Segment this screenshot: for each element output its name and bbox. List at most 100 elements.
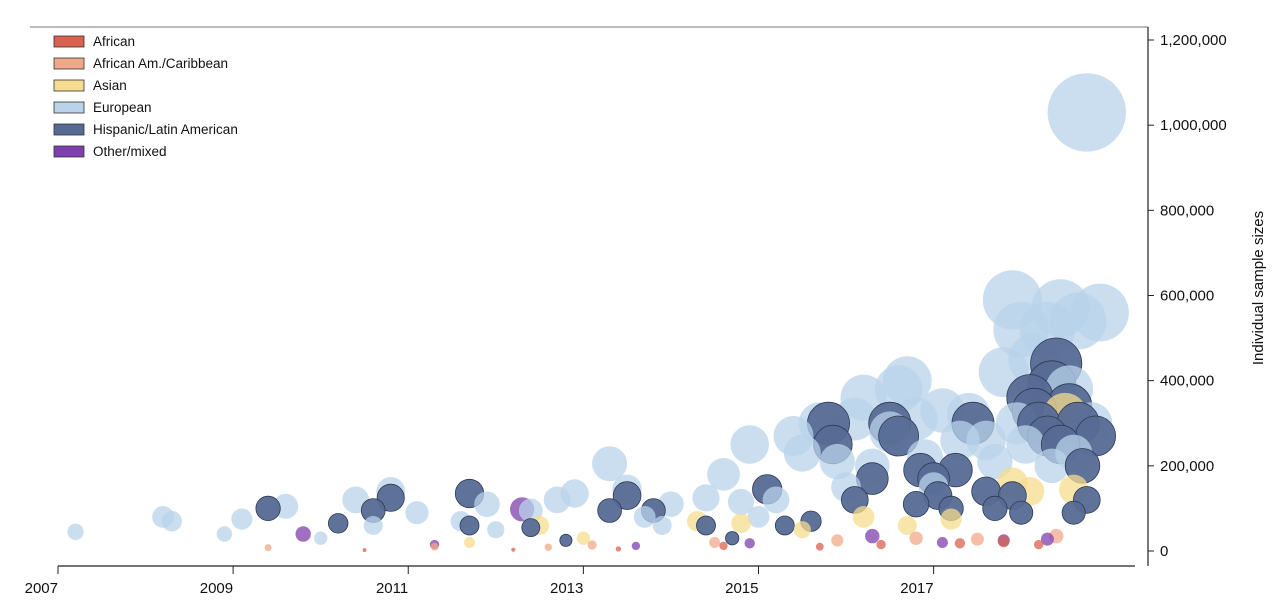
data-point-african-am-caribbean-2: [587, 540, 597, 550]
data-point-european-19: [692, 484, 720, 512]
data-point-african-am-caribbean-6: [970, 532, 984, 546]
data-point-hispanic-latin-american-8: [612, 481, 642, 510]
data-point-hispanic-latin-american-0: [255, 495, 281, 521]
data-point-asian-3: [852, 506, 875, 528]
x-tick-label: 2009: [200, 580, 233, 597]
data-point-hispanic-latin-american-12: [774, 515, 795, 536]
legend-swatch: [53, 79, 85, 92]
y-tick-label: 600,000: [1160, 288, 1214, 305]
data-point-other-mixed-3: [631, 541, 641, 551]
y-tick-label: 1,000,000: [1160, 117, 1227, 134]
data-point-hispanic-latin-american-1: [328, 513, 349, 534]
data-point-hispanic-latin-american-5: [459, 515, 480, 536]
data-point-european-62: [747, 506, 770, 528]
data-point-hispanic-latin-american-20: [902, 491, 930, 518]
x-tick-label: 2013: [550, 580, 583, 597]
data-point-hispanic-latin-american-44: [725, 531, 740, 546]
data-point-european-50: [1034, 448, 1070, 484]
legend-swatch: [53, 123, 85, 136]
y-axis-label: Individual sample sizes: [1250, 211, 1267, 365]
data-point-asian-10: [576, 531, 591, 545]
legend-label: European: [93, 100, 152, 115]
data-point-asian-5: [940, 508, 962, 530]
data-point-european-59: [363, 516, 383, 535]
data-point-asian-11: [793, 521, 811, 539]
data-point-hispanic-latin-american-10: [696, 515, 716, 536]
legend-label: Asian: [93, 78, 127, 93]
data-point-european-21: [727, 488, 755, 516]
data-point-african-0: [511, 547, 516, 552]
data-point-european-27: [819, 443, 855, 480]
data-point-european-0: [67, 523, 84, 540]
data-point-hispanic-latin-american-6: [521, 518, 541, 537]
data-point-european-17: [633, 506, 656, 528]
data-point-asian-4: [897, 516, 917, 535]
data-point-african-am-caribbean-8: [544, 543, 552, 551]
y-tick-label: 200,000: [1160, 458, 1214, 475]
y-tick-label: 400,000: [1160, 373, 1214, 390]
data-point-european-23: [762, 486, 790, 514]
legend: African African Am./Caribbean Asian Europea…: [53, 34, 238, 159]
plot-area: [67, 73, 1129, 553]
data-point-european-9: [405, 501, 429, 525]
x-tick-label: 2011: [376, 580, 408, 597]
y-tick-label: 1,200,000: [1160, 32, 1227, 49]
data-point-hispanic-latin-american-45: [559, 533, 573, 547]
legend-swatch: [53, 57, 85, 70]
data-point-african-2: [876, 539, 886, 550]
data-point-african-8: [815, 542, 824, 551]
x-tick-label: 2007: [25, 580, 58, 597]
data-point-african-7: [615, 546, 622, 552]
legend-label: African: [93, 34, 135, 49]
data-point-african-am-caribbean-1: [430, 542, 439, 551]
data-point-african-am-caribbean-4: [831, 534, 844, 547]
legend-swatch: [53, 145, 85, 158]
data-point-african-3: [954, 538, 966, 549]
data-point-hispanic-latin-american-28: [982, 495, 1008, 521]
data-point-european-47: [1006, 425, 1045, 464]
data-point-african-4: [998, 535, 1010, 548]
data-point-european-13: [543, 486, 571, 514]
legend-label: Other/mixed: [93, 144, 167, 159]
data-point-hispanic-latin-american-43: [1061, 500, 1086, 525]
data-point-european-3: [216, 526, 233, 542]
data-point-european-22: [730, 425, 769, 464]
data-point-other-mixed-1: [295, 526, 311, 542]
legend-swatch: [53, 35, 85, 48]
y-tick-label: 800,000: [1160, 202, 1214, 219]
data-point-african-am-caribbean-3: [709, 537, 721, 548]
data-point-african-1: [719, 541, 728, 551]
data-point-asian-12: [464, 537, 475, 548]
x-axis-ticks: 2007 2009 2011 2013 2015 2017: [25, 566, 935, 597]
data-point-hispanic-latin-american-7: [597, 498, 622, 523]
axes: [30, 26, 1149, 567]
data-point-hispanic-latin-american-19: [878, 415, 919, 457]
data-point-european-11: [474, 491, 500, 517]
data-point-african-am-caribbean-5: [909, 531, 923, 545]
x-tick-label: 2015: [725, 580, 758, 597]
y-axis-ticks: 0 200,000 400,000 600,000 800,000 1,000,000 1,…: [1148, 32, 1227, 560]
data-point-european-60: [487, 521, 505, 539]
data-point-european-4: [231, 508, 253, 530]
x-tick-label: 2017: [900, 580, 933, 597]
data-point-african-6: [362, 548, 367, 553]
data-point-european-55: [1047, 73, 1127, 152]
data-point-european-61: [652, 516, 672, 535]
data-point-european-58: [314, 531, 328, 545]
y-tick-label: 0: [1160, 543, 1168, 560]
data-point-other-mixed-5: [865, 528, 880, 544]
data-point-other-mixed-6: [936, 537, 948, 548]
data-point-other-mixed-8: [1040, 532, 1054, 546]
legend-label: Hispanic/Latin American: [93, 122, 238, 137]
data-point-african-am-caribbean-0: [264, 544, 272, 552]
data-point-hispanic-latin-american-30: [1009, 500, 1034, 525]
legend-swatch: [53, 101, 85, 114]
data-point-african-5: [1034, 539, 1044, 550]
legend-label: African Am./Caribbean: [93, 56, 228, 71]
data-point-asian-2: [731, 513, 751, 534]
data-point-european-15: [592, 446, 628, 482]
data-point-european-20: [707, 458, 740, 491]
data-point-european-25: [783, 434, 821, 472]
data-point-other-mixed-4: [744, 538, 755, 549]
